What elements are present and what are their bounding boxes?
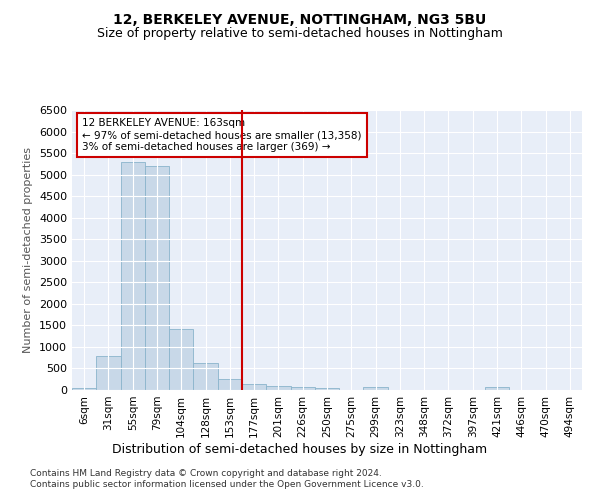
Bar — [290, 387, 315, 390]
Y-axis label: Number of semi-detached properties: Number of semi-detached properties — [23, 147, 34, 353]
Bar — [485, 387, 509, 390]
Bar — [193, 363, 218, 390]
Bar — [266, 386, 290, 390]
Text: Contains HM Land Registry data © Crown copyright and database right 2024.: Contains HM Land Registry data © Crown c… — [30, 468, 382, 477]
Bar — [218, 379, 242, 390]
Bar — [72, 388, 96, 390]
Text: Distribution of semi-detached houses by size in Nottingham: Distribution of semi-detached houses by … — [112, 442, 488, 456]
Text: Contains public sector information licensed under the Open Government Licence v3: Contains public sector information licen… — [30, 480, 424, 489]
Bar — [121, 162, 145, 390]
Bar — [242, 384, 266, 390]
Text: Size of property relative to semi-detached houses in Nottingham: Size of property relative to semi-detach… — [97, 28, 503, 40]
Text: 12 BERKELEY AVENUE: 163sqm
← 97% of semi-detached houses are smaller (13,358)
3%: 12 BERKELEY AVENUE: 163sqm ← 97% of semi… — [82, 118, 362, 152]
Bar — [169, 329, 193, 390]
Bar — [364, 387, 388, 390]
Bar — [145, 166, 169, 390]
Bar — [315, 388, 339, 390]
Text: 12, BERKELEY AVENUE, NOTTINGHAM, NG3 5BU: 12, BERKELEY AVENUE, NOTTINGHAM, NG3 5BU — [113, 12, 487, 26]
Bar — [96, 356, 121, 390]
